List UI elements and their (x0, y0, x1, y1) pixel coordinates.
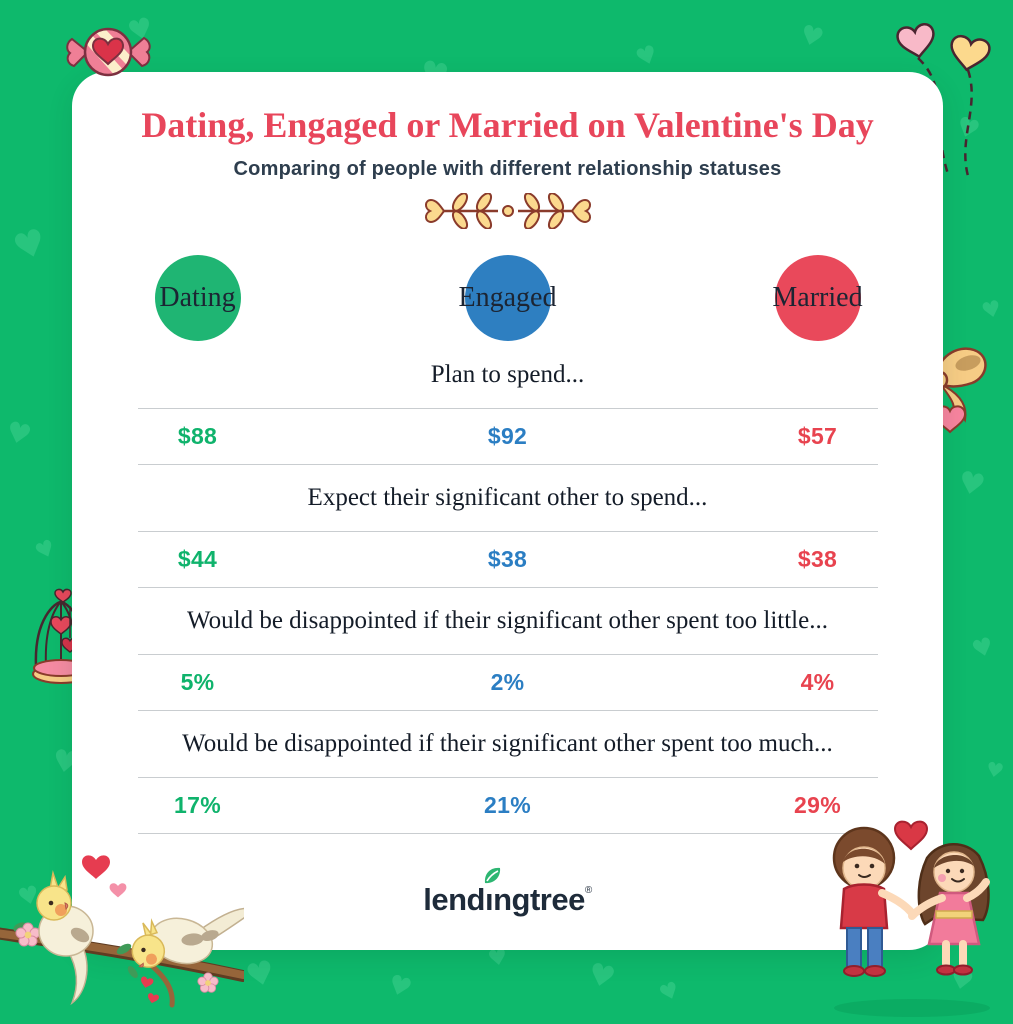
heart-icon (984, 759, 1005, 782)
engaged-circle-icon (464, 254, 551, 341)
heart-icon (969, 633, 996, 662)
heart-icon (385, 971, 415, 1003)
question-row: Would be disappointed if their significa… (187, 606, 828, 634)
heart-icon (797, 21, 827, 52)
divider-line (137, 709, 878, 711)
candy-icon (66, 27, 151, 77)
divider-line (137, 776, 878, 778)
value-dating: $44 (177, 545, 218, 572)
heart-icon (657, 979, 684, 1007)
heart-icon (243, 955, 279, 993)
legend-label: Married (772, 281, 863, 313)
legend-row: Dating Engaged Married (138, 254, 878, 342)
heart-icon (633, 41, 661, 71)
legend-item-married: Married (758, 254, 878, 342)
registered-mark: ® (584, 884, 592, 896)
value-engaged: $92 (487, 422, 528, 449)
divider-line (137, 407, 878, 409)
flower-cluster (15, 922, 219, 993)
heart-icon (980, 298, 1004, 324)
divider-line (137, 530, 878, 532)
value-engaged: 21% (484, 791, 531, 818)
heart-icon (9, 224, 51, 268)
lovebirds-branch-icon (0, 855, 244, 1008)
married-circle-icon (774, 254, 861, 341)
value-row: $88 $92 $57 (138, 409, 878, 464)
divider-line (137, 586, 878, 588)
leaf-icon (484, 867, 501, 883)
value-dating: 17% (174, 791, 221, 818)
value-engaged: 2% (490, 668, 525, 695)
laurel-divider-icon (424, 189, 591, 232)
page-subtitle: Comparing of people with different relat… (233, 157, 782, 180)
infographic-card: Dating, Engaged or Married on Valentine'… (72, 72, 943, 950)
value-married: 4% (800, 668, 835, 695)
heart-icon (585, 959, 618, 995)
legend-item-engaged: Engaged (448, 254, 568, 342)
legend-label: Dating (159, 281, 236, 313)
divider-line (137, 653, 878, 655)
logo-text-prefix: lend (423, 881, 485, 917)
question-row: Expect their significant other to spend.… (307, 483, 708, 511)
dating-circle-icon (154, 254, 241, 341)
couple-holding-hands-icon (832, 820, 990, 1017)
value-married: 29% (794, 791, 841, 818)
question-row: Would be disappointed if their significa… (182, 729, 833, 757)
legend-item-dating: Dating (138, 254, 258, 342)
value-row: 17% 21% 29% (138, 778, 878, 833)
value-row: $44 $38 $38 (138, 532, 878, 587)
legend-label: Engaged (458, 281, 557, 313)
value-married: $57 (797, 422, 838, 449)
heart-icon (32, 537, 59, 565)
logo-text-suffix: ngtree (493, 881, 585, 917)
divider-line (137, 832, 878, 834)
logo-letter-i: ı (484, 881, 494, 917)
heart-icon (955, 468, 988, 503)
heart-icon (486, 946, 509, 971)
divider-line (137, 463, 878, 465)
value-dating: $88 (177, 422, 218, 449)
value-row: 5% 2% 4% (138, 655, 878, 710)
value-engaged: $38 (487, 545, 528, 572)
heart-icon (3, 417, 34, 450)
page-title: Dating, Engaged or Married on Valentine'… (141, 105, 874, 145)
value-dating: 5% (180, 668, 215, 695)
lendingtree-logo: lendı ngtree® (423, 867, 592, 917)
question-row: Plan to spend... (430, 360, 585, 388)
value-married: $38 (797, 545, 838, 572)
